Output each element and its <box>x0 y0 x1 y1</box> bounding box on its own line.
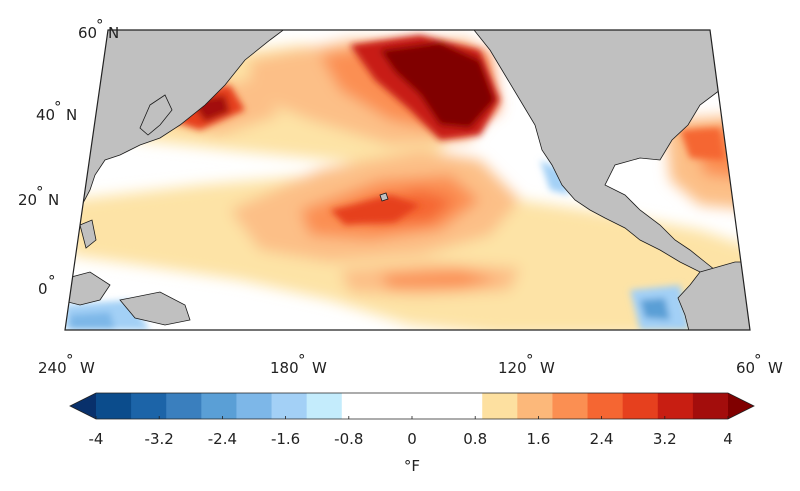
svg-text:W: W <box>540 359 555 377</box>
colorbar-tick-label: -3.2 <box>145 430 174 448</box>
philippines <box>79 219 97 249</box>
japan <box>139 94 173 136</box>
colorbar-cell <box>236 393 273 419</box>
hawaii <box>379 192 389 202</box>
longitude-labels: 240 ° W 180 ° W 120 ° W 60 ° W <box>38 351 783 377</box>
colorbar-cell <box>131 393 167 419</box>
colorbar-unit-label: °F <box>404 457 420 475</box>
lat-label-20n: 20 ° N <box>18 183 59 209</box>
svg-text:120: 120 <box>498 359 527 377</box>
colorbar: -4 -3.2 -2.4 -1.6 -0.8 0 0.8 1.6 2.4 3.2 4 °F <box>69 392 755 475</box>
lon-label-60w: 60 ° W <box>736 351 783 377</box>
colorbar-cell <box>692 393 729 419</box>
colorbar-cell <box>447 393 483 419</box>
lat-label-0: 0 ° <box>38 272 56 298</box>
svg-text:°: ° <box>754 351 762 369</box>
land-masses <box>65 30 750 330</box>
latitude-labels: 60 ° N 40 ° N 20 ° N 0 ° <box>18 16 119 298</box>
svg-text:°: ° <box>66 351 74 369</box>
colorbar-cell <box>70 393 96 419</box>
svg-text:W: W <box>312 359 327 377</box>
colorbar-cell <box>166 393 202 419</box>
lon-label-180w: 180 ° W <box>270 351 327 377</box>
svg-text:°: ° <box>526 351 534 369</box>
svg-text:W: W <box>80 359 95 377</box>
colorbar-tick-label: 3.2 <box>653 430 677 448</box>
lat-label-40n: 40 ° N <box>36 98 77 124</box>
svg-text:60: 60 <box>736 359 755 377</box>
svg-text:N: N <box>108 24 119 42</box>
svg-text:°: ° <box>298 351 306 369</box>
svg-text:°: ° <box>36 183 44 201</box>
lat-label-60n: 60 ° N <box>78 16 119 42</box>
colorbar-cell <box>306 393 343 419</box>
colorbar-tick-label: -2.4 <box>208 430 237 448</box>
colorbar-cell <box>587 393 624 419</box>
colorbar-cell <box>341 393 378 419</box>
svg-text:°: ° <box>96 16 104 34</box>
svg-text:60: 60 <box>78 24 97 42</box>
colorbar-tick-label: 0 <box>407 430 417 448</box>
colorbar-cell <box>657 393 694 419</box>
svg-text:40: 40 <box>36 106 55 124</box>
colorbar-cell <box>482 393 518 419</box>
colorbar-ticks <box>95 416 729 419</box>
colorbar-cell <box>622 393 659 419</box>
colorbar-cell <box>552 393 589 419</box>
svg-text:180: 180 <box>270 359 299 377</box>
colorbar-cell <box>728 393 754 419</box>
colorbar-cell <box>517 393 553 419</box>
svg-text:W: W <box>768 359 783 377</box>
svg-text:N: N <box>48 191 59 209</box>
map-frame <box>64 29 751 331</box>
colorbar-cell <box>376 393 413 419</box>
colorbar-tick-label: -0.8 <box>334 430 363 448</box>
colorbar-cells <box>70 393 754 419</box>
svg-text:240: 240 <box>38 359 67 377</box>
svg-text:N: N <box>66 106 77 124</box>
colorbar-cell <box>412 393 448 419</box>
colorbar-tick-label: 1.6 <box>526 430 550 448</box>
colorbar-tick-label: 2.4 <box>590 430 614 448</box>
new-guinea <box>119 291 191 326</box>
colorbar-tick-label: -4 <box>89 430 104 448</box>
svg-text:0: 0 <box>38 280 48 298</box>
colorbar-tick-label: 4 <box>723 430 733 448</box>
lon-label-120w: 120 ° W <box>498 351 555 377</box>
colorbar-tick-label: -1.6 <box>271 430 300 448</box>
svg-text:°: ° <box>54 98 62 116</box>
colorbar-cell <box>96 393 132 419</box>
lon-label-240w: 240 ° W <box>38 351 95 377</box>
svg-text:20: 20 <box>18 191 37 209</box>
colorbar-cell <box>201 393 237 419</box>
colorbar-tick-labels: -4 -3.2 -2.4 -1.6 -0.8 0 0.8 1.6 2.4 3.2 4 <box>89 430 733 448</box>
colorbar-tick-label: 0.8 <box>463 430 487 448</box>
north-america <box>469 30 750 273</box>
map-panel <box>65 30 750 330</box>
colorbar-cell <box>271 393 308 419</box>
svg-text:°: ° <box>48 272 56 290</box>
